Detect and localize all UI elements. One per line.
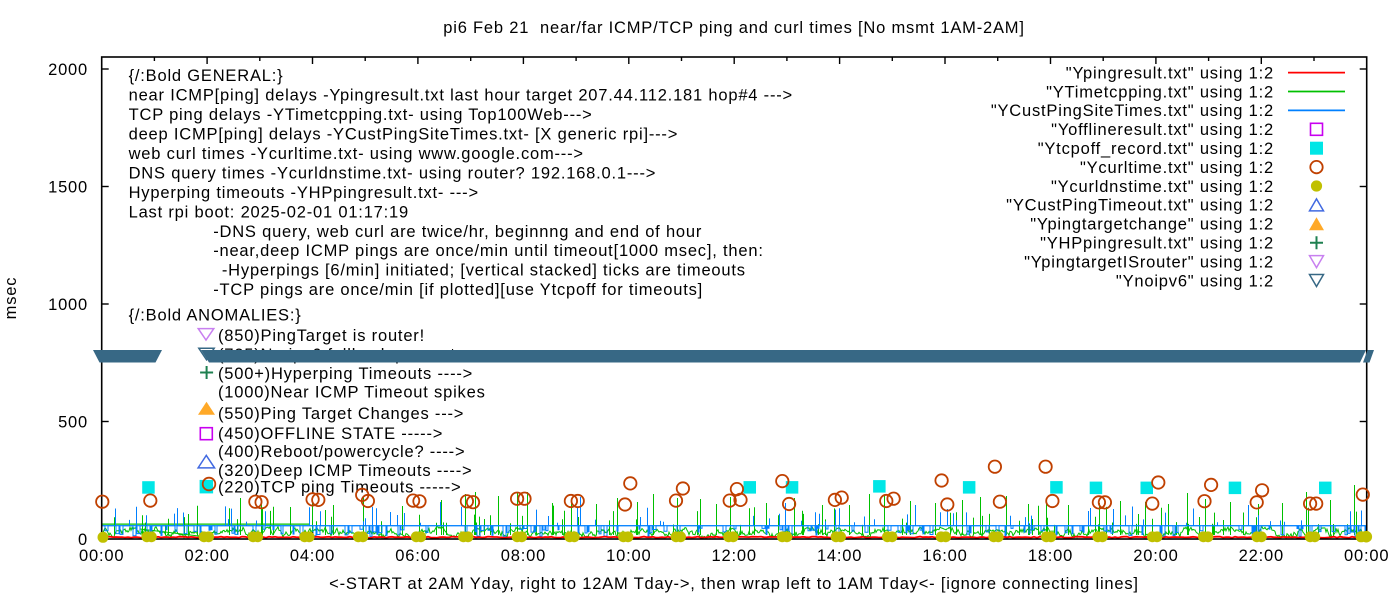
svg-text:Last rpi boot: 2025-02-01 01:1: Last rpi boot: 2025-02-01 01:17:19 <box>129 203 409 221</box>
svg-text:(850)PingTarget is router!: (850)PingTarget is router! <box>218 327 425 345</box>
svg-text:<-START at 2AM Yday, right to: <-START at 2AM Yday, right to 12AM Tday-… <box>329 575 1139 593</box>
svg-text:-Hyperpings [6/min] initiated;: -Hyperpings [6/min] initiated; [vertical… <box>222 262 746 280</box>
svg-text:pi6 Feb 21 near/far ICMP/TCP: pi6 Feb 21 near/far ICMP/TCP ping and cu… <box>443 19 1024 37</box>
svg-text:(1000)Near ICMP Timeout spikes: (1000)Near ICMP Timeout spikes <box>218 384 486 402</box>
svg-text:00:00: 00:00 <box>1344 547 1389 565</box>
svg-text:msec: msec <box>2 277 20 320</box>
svg-text:22:00: 22:00 <box>1239 547 1284 565</box>
svg-text:{/:Bold ANOMALIES:}: {/:Bold ANOMALIES:} <box>129 306 302 324</box>
svg-text:"Ynoipv6" using 1:2: "Ynoipv6" using 1:2 <box>1116 272 1274 290</box>
svg-text:Hyperping timeouts -YHPpingres: Hyperping timeouts -YHPpingresult.txt- -… <box>129 184 479 202</box>
svg-text:12:00: 12:00 <box>712 547 757 565</box>
svg-text:"YCustPingTimeout.txt" using 1: "YCustPingTimeout.txt" using 1:2 <box>1006 197 1274 215</box>
svg-text:"YHPpingresult.txt" using 1:2: "YHPpingresult.txt" using 1:2 <box>1040 235 1274 253</box>
svg-text:"Yofflineresult.txt" using 1:2: "Yofflineresult.txt" using 1:2 <box>1051 121 1274 139</box>
svg-text:{/:Bold GENERAL:}: {/:Bold GENERAL:} <box>129 67 284 85</box>
svg-text:08:00: 08:00 <box>501 547 546 565</box>
svg-text:02:00: 02:00 <box>184 547 229 565</box>
svg-text:(220)TCP ping Timeouts ----->: (220)TCP ping Timeouts -----> <box>218 479 461 497</box>
svg-text:"Ycurltime.txt" using 1:2: "Ycurltime.txt" using 1:2 <box>1080 159 1274 177</box>
svg-text:2000: 2000 <box>48 61 88 79</box>
svg-text:1000: 1000 <box>48 296 88 314</box>
svg-text:-DNS query, web curl are twice: -DNS query, web curl are twice/hr, begin… <box>213 223 702 241</box>
svg-text:20:00: 20:00 <box>1133 547 1178 565</box>
svg-text:DNS query times -Ycurldnstime.: DNS query times -Ycurldnstime.txt- using… <box>129 164 657 182</box>
svg-text:14:00: 14:00 <box>817 547 862 565</box>
svg-text:04:00: 04:00 <box>290 547 335 565</box>
svg-text:0: 0 <box>78 531 88 549</box>
svg-text:TCP ping delays -YTimetcpping.: TCP ping delays -YTimetcpping.txt- using… <box>129 106 593 124</box>
svg-text:(500+)Hyperping Timeouts ---->: (500+)Hyperping Timeouts ----> <box>218 365 473 383</box>
svg-text:"Ypingtargetchange" using 1:2: "Ypingtargetchange" using 1:2 <box>1030 216 1274 234</box>
svg-text:"Ycurldnstime.txt" using 1:2: "Ycurldnstime.txt" using 1:2 <box>1051 178 1274 196</box>
svg-text:(450)OFFLINE STATE ----->: (450)OFFLINE STATE -----> <box>218 425 443 443</box>
svg-text:(400)Reboot/powercycle? ---->: (400)Reboot/powercycle? ----> <box>218 443 465 461</box>
svg-text:near ICMP[ping] delays -Ypingr: near ICMP[ping] delays -Ypingresult.txt … <box>129 87 793 105</box>
svg-text:06:00: 06:00 <box>395 547 440 565</box>
svg-text:deep ICMP[ping] delays -YCustP: deep ICMP[ping] delays -YCustPingSiteTim… <box>129 126 679 144</box>
svg-text:(320)Deep ICMP Timeouts ---->: (320)Deep ICMP Timeouts ----> <box>218 462 472 480</box>
svg-text:web curl times -Ycurltime.txt-: web curl times -Ycurltime.txt- using www… <box>128 145 584 163</box>
svg-text:16:00: 16:00 <box>922 547 967 565</box>
svg-text:-near,deep ICMP pings are once: -near,deep ICMP pings are once/min until… <box>213 242 764 260</box>
svg-text:10:00: 10:00 <box>606 547 651 565</box>
svg-text:"Ypingresult.txt" using 1:2: "Ypingresult.txt" using 1:2 <box>1066 64 1274 82</box>
svg-text:"Ytcpoff_record.txt" using 1:2: "Ytcpoff_record.txt" using 1:2 <box>1038 140 1274 158</box>
svg-text:1500: 1500 <box>48 179 88 197</box>
svg-text:18:00: 18:00 <box>1028 547 1073 565</box>
svg-text:"YCustPingSiteTimes.txt" using: "YCustPingSiteTimes.txt" using 1:2 <box>991 102 1274 120</box>
svg-text:"YpingtargetISrouter" using 1:: "YpingtargetISrouter" using 1:2 <box>1024 253 1274 271</box>
svg-text:-TCP pings are once/min [if pl: -TCP pings are once/min [if plotted][use… <box>213 281 703 299</box>
svg-text:(550)Ping Target Changes --->: (550)Ping Target Changes ---> <box>218 405 464 423</box>
svg-text:00:00: 00:00 <box>79 547 124 565</box>
svg-text:500: 500 <box>58 414 88 432</box>
svg-text:"YTimetcpping.txt" using 1:2: "YTimetcpping.txt" using 1:2 <box>1046 83 1274 101</box>
